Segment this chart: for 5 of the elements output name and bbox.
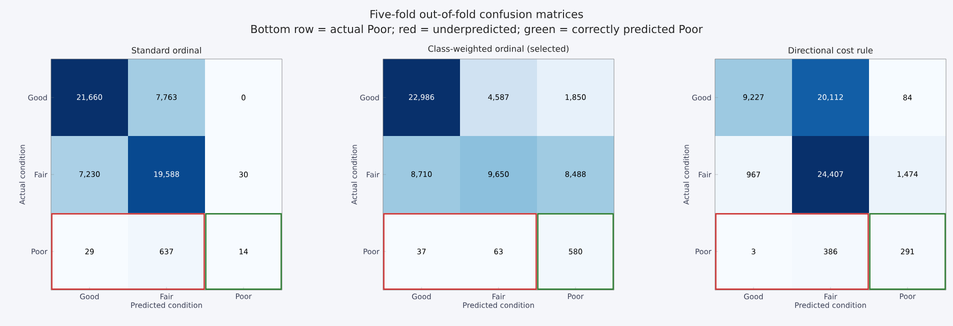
chart-title: Class-weighted ordinal (selected) xyxy=(428,45,568,54)
chart-title: Directional cost rule xyxy=(788,46,873,54)
chart-title: Standard ordinal xyxy=(132,46,201,54)
text: Bottom row = actual Poor; red = underpredicted; green = correctly predicted Poor xyxy=(251,24,703,36)
text: Five-fold out-of-fold confusion matrices xyxy=(370,10,583,18)
